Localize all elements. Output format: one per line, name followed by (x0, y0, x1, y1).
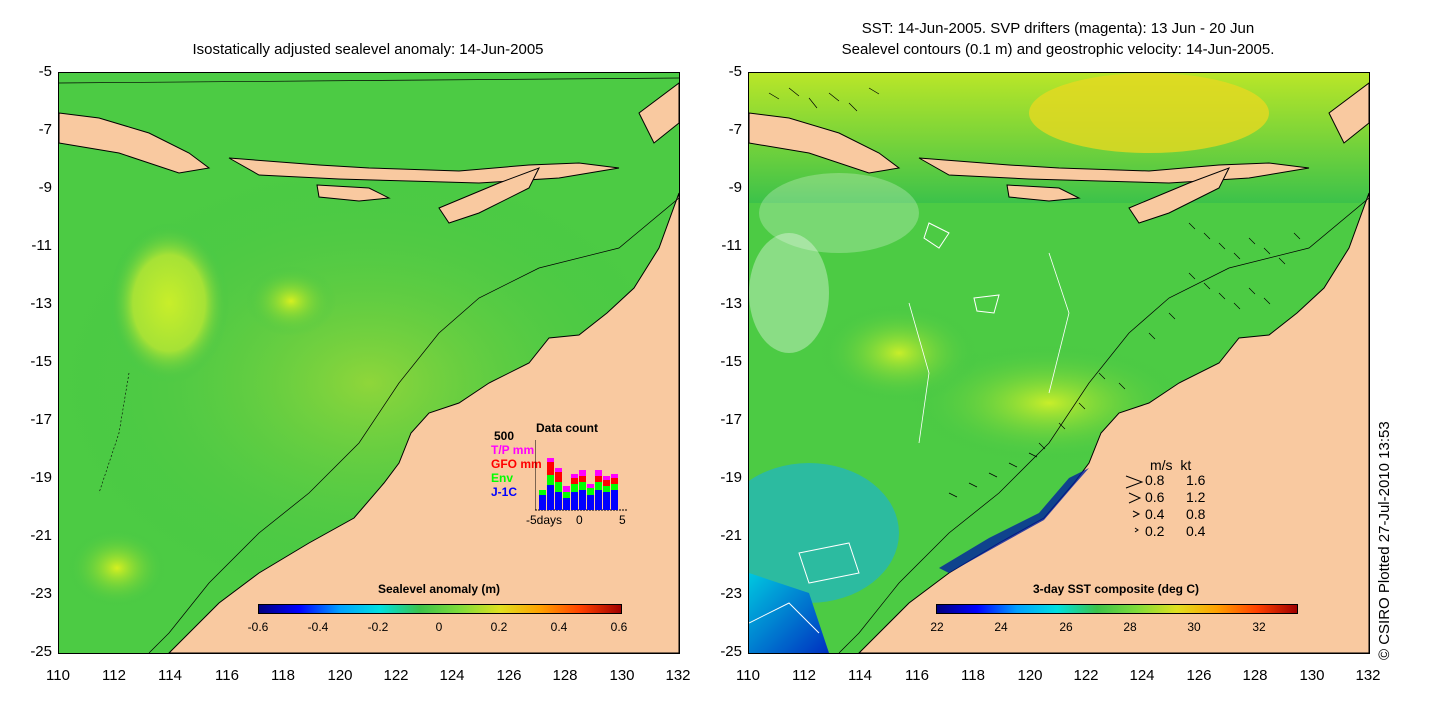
x-tick: 128 (552, 667, 578, 684)
y-tick: -11 (721, 237, 742, 254)
cb-tick: 28 (1123, 620, 1137, 634)
velocity-arrows (768, 87, 1301, 498)
cb-tick: 32 (1252, 620, 1266, 634)
data-count-x-end: 5 (619, 513, 626, 527)
right-panel-title-2: Sealevel contours (0.1 m) and geostrophi… (841, 41, 1275, 58)
x-tick: 110 (736, 667, 760, 684)
credit-text: © CSIRO Plotted 27-Jul-2010 13:53 (1376, 421, 1393, 660)
x-tick: 132 (665, 667, 691, 684)
x-tick: 130 (1299, 667, 1325, 684)
velocity-kt: 0.4 (1186, 523, 1206, 539)
sealevel-colorbar-title: Sealevel anomaly (m) (377, 582, 501, 596)
y-tick: -21 (30, 527, 52, 544)
y-tick: -21 (720, 527, 742, 544)
right-panel-title-1: SST: 14-Jun-2005. SVP drifters (magenta)… (861, 20, 1255, 37)
sst-colorbar-title: 3-day SST composite (deg C) (1032, 582, 1200, 596)
x-tick: 120 (327, 667, 353, 684)
data-count-title: Data count (536, 421, 599, 435)
cb-tick: 0.4 (550, 620, 568, 634)
y-tick: -15 (30, 353, 52, 370)
y-tick: -17 (30, 411, 52, 428)
data-count-bars (535, 440, 627, 511)
y-tick: -11 (31, 237, 52, 254)
x-tick: 118 (961, 667, 985, 684)
x-tick: 126 (496, 667, 522, 684)
y-tick: -13 (30, 295, 52, 312)
cb-tick: -0.6 (247, 620, 269, 634)
y-tick: -17 (720, 411, 742, 428)
y-tick: -7 (728, 121, 742, 138)
x-tick: 110 (46, 667, 70, 684)
velocity-kt: 0.8 (1186, 506, 1206, 522)
sealevel-colorbar-gradient (258, 604, 622, 614)
cb-tick: 24 (994, 620, 1008, 634)
velocity-legend-arrows (1125, 475, 1144, 533)
y-tick: -23 (720, 585, 742, 602)
y-tick: -25 (720, 643, 742, 660)
x-tick: 114 (848, 667, 872, 684)
x-tick: 118 (271, 667, 295, 684)
y-tick: -15 (720, 353, 742, 370)
y-tick: -9 (728, 179, 742, 196)
cb-tick: 0.2 (490, 620, 508, 634)
velocity-ms: 0.8 (1145, 472, 1165, 488)
cb-tick: 0 (435, 620, 443, 634)
sst-map (748, 72, 1370, 654)
legend-env: Env (491, 471, 514, 485)
cb-tick: -0.4 (307, 620, 329, 634)
y-tick: -13 (720, 295, 742, 312)
legend-gfo: GFO mm (491, 457, 542, 471)
velocity-legend-header: m/s kt (1150, 457, 1192, 473)
x-tick: 126 (1186, 667, 1212, 684)
legend-j1c: J-1C (491, 485, 518, 499)
x-tick: 124 (1129, 667, 1155, 684)
x-tick: 116 (215, 667, 239, 684)
sealevel-map (58, 72, 680, 654)
x-tick: 122 (383, 667, 409, 684)
y-tick: -5 (728, 63, 742, 80)
x-tick: 112 (102, 667, 126, 684)
cb-tick: 26 (1059, 620, 1073, 634)
data-count-x-start: -5days (526, 513, 563, 527)
data-count-x-zero: 0 (576, 513, 583, 527)
y-tick: -23 (30, 585, 52, 602)
x-tick: 128 (1242, 667, 1268, 684)
x-tick: 114 (158, 667, 182, 684)
cb-tick: 30 (1187, 620, 1201, 634)
y-tick: -19 (720, 469, 742, 486)
velocity-ms: 0.4 (1145, 506, 1165, 522)
y-tick: -9 (38, 179, 52, 196)
velocity-kt: 1.6 (1186, 472, 1206, 488)
velocity-ms: 0.2 (1145, 523, 1165, 539)
sealevel-map-svg (59, 73, 679, 653)
cb-tick: -0.2 (367, 620, 389, 634)
velocity-ms: 0.6 (1145, 489, 1165, 505)
x-tick: 130 (609, 667, 635, 684)
x-tick: 112 (792, 667, 816, 684)
data-count-max: 500 (494, 429, 515, 443)
sst-map-svg (749, 73, 1369, 653)
y-tick: -5 (38, 63, 52, 80)
x-tick: 120 (1017, 667, 1043, 684)
legend-tp: T/P mm (491, 443, 535, 457)
velocity-kt: 1.2 (1186, 489, 1206, 505)
x-tick: 132 (1355, 667, 1381, 684)
y-tick: -19 (30, 469, 52, 486)
cb-tick: 0.6 (610, 620, 628, 634)
y-tick: -25 (30, 643, 52, 660)
cb-tick: 22 (930, 620, 944, 634)
left-panel-title: Isostatically adjusted sealevel anomaly:… (192, 41, 544, 58)
sst-colorbar-gradient (936, 604, 1298, 614)
y-tick: -7 (38, 121, 52, 138)
x-tick: 116 (905, 667, 929, 684)
x-tick: 122 (1073, 667, 1099, 684)
x-tick: 124 (439, 667, 465, 684)
